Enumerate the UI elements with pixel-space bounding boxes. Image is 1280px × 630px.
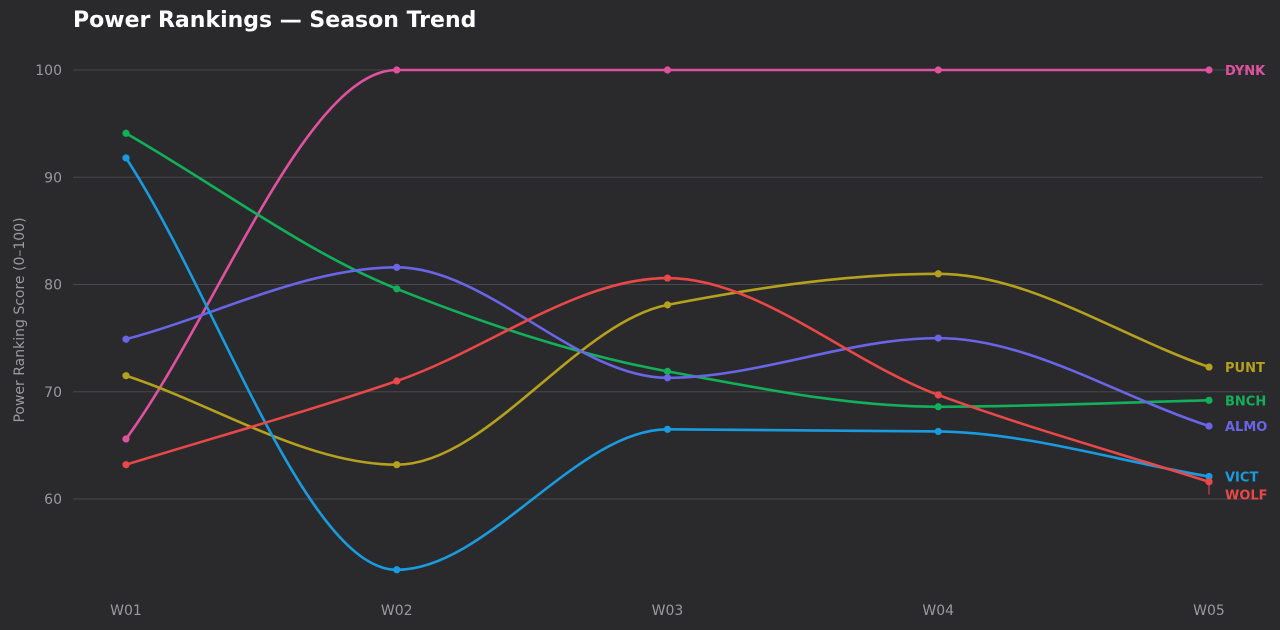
data-point-bnch xyxy=(122,129,130,137)
data-point-dynk xyxy=(122,435,130,443)
data-point-almo xyxy=(393,263,401,271)
data-point-dynk xyxy=(663,66,672,74)
series-label-punt: PUNT xyxy=(1225,361,1265,376)
x-tick-label: W02 xyxy=(381,603,413,619)
x-tick-label: W03 xyxy=(652,603,684,619)
data-point-dynk xyxy=(934,66,942,74)
data-point-vict xyxy=(393,566,401,574)
data-point-vict xyxy=(122,154,130,162)
chart-title: Power Rankings — Season Trend xyxy=(73,8,476,33)
y-tick-label: 80 xyxy=(44,278,62,294)
series-line-almo xyxy=(124,266,1211,428)
series-lines xyxy=(124,68,1211,572)
data-point-punt xyxy=(934,270,942,278)
data-point-almo xyxy=(934,334,942,342)
series-end-labels: DYNK PUNT BNCH ALMO VICT WOLF xyxy=(1208,64,1268,503)
series-line-dynk xyxy=(124,68,1211,441)
series-points xyxy=(122,66,1213,574)
series-label-bnch: BNCH xyxy=(1225,394,1266,409)
data-point-bnch xyxy=(393,285,401,293)
data-point-wolf xyxy=(934,391,942,399)
data-point-vict xyxy=(663,425,672,433)
data-point-vict xyxy=(1205,472,1213,481)
data-point-punt xyxy=(1205,363,1213,371)
series-label-almo: ALMO xyxy=(1225,420,1267,435)
series-line-bnch xyxy=(124,131,1211,409)
data-point-wolf xyxy=(663,274,672,282)
y-tick-label: 60 xyxy=(44,492,62,508)
data-point-almo xyxy=(1205,422,1213,430)
y-tick-label: 100 xyxy=(35,63,62,79)
data-point-wolf xyxy=(122,461,130,469)
y-tick-label: 90 xyxy=(44,170,62,186)
x-tick-label: W04 xyxy=(922,603,954,619)
data-point-punt xyxy=(663,301,672,309)
x-tick-label: W01 xyxy=(110,603,142,619)
x-tick-label: W05 xyxy=(1193,603,1225,619)
x-axis-ticks: W01 W02 W03 W04 W05 xyxy=(110,603,1225,619)
data-point-almo xyxy=(663,374,672,382)
series-label-vict: VICT xyxy=(1225,470,1258,485)
y-tick-label: 70 xyxy=(44,385,62,401)
series-label-dynk: DYNK xyxy=(1225,64,1266,79)
y-axis-label: Power Ranking Score (0–100) xyxy=(12,217,28,422)
data-point-punt xyxy=(393,461,401,469)
series-label-wolf: WOLF xyxy=(1225,488,1268,503)
data-point-dynk xyxy=(393,66,401,74)
data-point-vict xyxy=(934,427,942,436)
data-point-bnch xyxy=(663,367,672,375)
data-point-almo xyxy=(122,335,130,343)
data-point-wolf xyxy=(393,377,401,385)
y-axis-ticks: 60 70 80 90 100 xyxy=(35,63,62,508)
grid-lines xyxy=(73,69,1263,500)
data-point-bnch xyxy=(934,403,942,411)
data-point-dynk xyxy=(1205,66,1213,74)
series-line-vict xyxy=(124,156,1211,572)
data-point-bnch xyxy=(1205,396,1213,404)
data-point-punt xyxy=(122,372,130,380)
